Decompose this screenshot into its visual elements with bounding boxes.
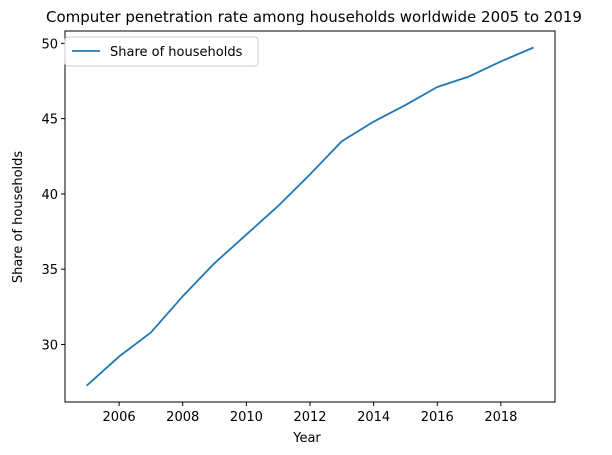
y-tick-label: 50 — [41, 37, 58, 52]
plot-area-frame — [64, 30, 556, 403]
y-axis-ticks: 30 35 40 45 50 — [41, 37, 65, 353]
x-tick-label: 2014 — [357, 410, 390, 425]
x-axis-ticks: 2006 2008 2010 2012 2014 2016 2018 — [103, 402, 517, 425]
y-axis-label: Share of households — [11, 151, 26, 284]
legend-label-share-of-households: Share of households — [110, 45, 243, 60]
legend-box — [64, 36, 259, 67]
y-tick-label: 35 — [41, 263, 58, 278]
x-tick-label: 2008 — [166, 410, 199, 425]
x-tick-label: 2006 — [103, 410, 136, 425]
x-tick-label: 2010 — [230, 410, 263, 425]
y-tick-label: 30 — [41, 338, 58, 353]
legend: Share of households — [64, 36, 259, 67]
series-layer — [85, 46, 534, 387]
series-line-share-of-households — [85, 46, 534, 387]
x-axis-label: Year — [292, 431, 321, 446]
y-tick-label: 45 — [41, 113, 58, 128]
x-tick-label: 2018 — [484, 410, 517, 425]
chart-title: Computer penetration rate among househol… — [46, 8, 582, 26]
y-tick-label: 40 — [41, 188, 58, 203]
x-tick-label: 2016 — [421, 410, 454, 425]
x-tick-label: 2012 — [293, 410, 326, 425]
